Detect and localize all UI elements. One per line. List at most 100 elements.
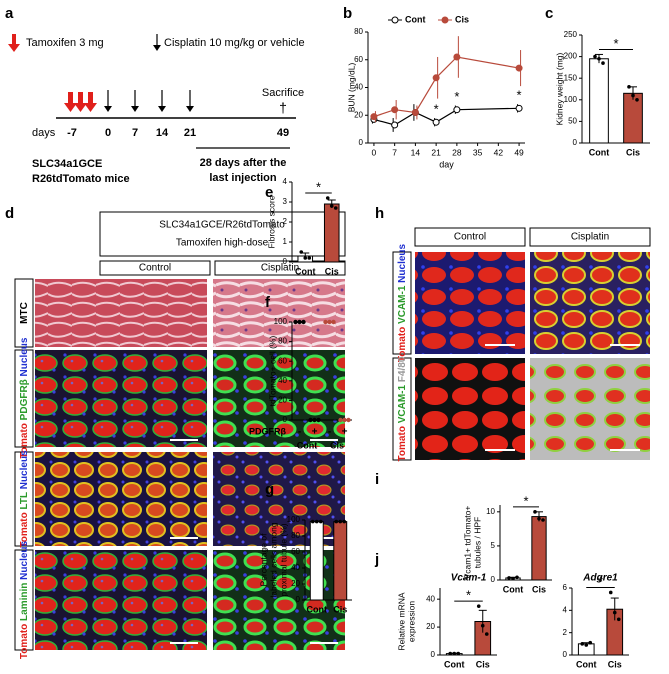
- legend-marker: [441, 16, 449, 24]
- y-tick-label: 0: [296, 595, 301, 604]
- x-tick-label: Cis: [325, 266, 339, 276]
- mouse-line: SLC34a1GCE: [32, 158, 102, 170]
- y-tick-label: 40: [278, 376, 287, 385]
- data-point: [635, 98, 639, 102]
- data-point: [301, 319, 306, 325]
- row-label: Tomato VCAM-1 Nucleus: [397, 243, 408, 362]
- data-point: [338, 519, 343, 524]
- data-point: [312, 417, 317, 423]
- y-tick-label: 80: [278, 337, 287, 346]
- data-point: [307, 256, 312, 260]
- data-point: [327, 319, 332, 325]
- row-label: Tomato Laminin Nucleus: [19, 540, 30, 659]
- marker: [411, 108, 419, 116]
- stain-name: VCAM-1: [397, 285, 408, 324]
- y-axis-label: proximal tubule (%): [278, 523, 288, 596]
- data-point: [616, 617, 621, 622]
- stain-name: LTL: [19, 492, 30, 509]
- marker: [515, 104, 523, 112]
- y-tick-label: 200: [564, 52, 578, 61]
- panel-label: c: [545, 5, 553, 22]
- timeline: [8, 34, 296, 149]
- x-tick-label: +: [342, 427, 348, 438]
- y-tick-label: 40: [291, 563, 300, 572]
- data-point: [515, 575, 519, 580]
- data-point: [338, 417, 343, 423]
- annotation: *: [613, 36, 618, 51]
- column-header: Cisplatin: [261, 263, 299, 274]
- data-point: [346, 417, 351, 423]
- marker: [453, 106, 461, 114]
- y-tick-label: 3: [283, 197, 288, 206]
- panel-label: d: [5, 205, 14, 222]
- y-axis-label: BUN (mg/dL): [346, 63, 356, 113]
- chart-title: Vcam-1: [451, 573, 487, 584]
- group-label: Cis: [330, 440, 344, 450]
- stain-name: MTC: [19, 302, 30, 324]
- data-point: [297, 319, 302, 325]
- data-point: [476, 604, 481, 608]
- column-box: [99, 260, 211, 276]
- x-tick-label: Cont: [307, 604, 328, 614]
- stain-name: Nucleus: [397, 243, 408, 282]
- y-tick-label: 100: [274, 317, 288, 326]
- legend-marker: [391, 16, 399, 24]
- x-tick-label: 0: [372, 147, 377, 157]
- y-axis-label: Fibrosis score: [266, 195, 276, 248]
- y-tick-label: 0: [359, 138, 364, 147]
- data-point: [334, 519, 339, 524]
- data-point: [597, 56, 601, 61]
- column-header: Control: [454, 232, 486, 243]
- stain-name: Tomato: [19, 512, 30, 547]
- data-point: [342, 519, 347, 524]
- marker: [432, 74, 440, 82]
- y-tick-label: 150: [564, 73, 578, 82]
- column-header: Cisplatin: [571, 232, 609, 243]
- annotation: *: [434, 101, 439, 116]
- data-point: [318, 519, 323, 524]
- stain-name: Tomato: [19, 624, 30, 659]
- x-tick-label: Cont: [444, 659, 465, 669]
- y-tick-label: 1: [283, 237, 288, 246]
- column-box: [529, 227, 651, 247]
- data-point: [584, 643, 589, 647]
- stain-name: F4/80: [397, 356, 408, 382]
- y-tick-label: 60: [291, 547, 300, 556]
- day-tick: 21: [184, 127, 196, 139]
- y-tick-label: 10: [486, 507, 495, 516]
- x-tick-label: 21: [431, 147, 441, 157]
- x-tick-label: Cis: [476, 659, 490, 669]
- cross: †: [279, 100, 287, 116]
- y-tick-label: 40: [426, 594, 435, 603]
- data-point: [601, 61, 605, 65]
- marker: [515, 64, 523, 72]
- y-tick-label: 0: [563, 650, 568, 659]
- data-point: [448, 651, 453, 656]
- x-tick-label: +: [312, 427, 318, 438]
- y-tick-label: 250: [564, 30, 578, 39]
- y-tick-label: 100: [287, 515, 301, 524]
- data-point: [588, 640, 593, 645]
- panel-label: i: [375, 471, 379, 488]
- data-point: [593, 54, 597, 59]
- column-box: [214, 260, 346, 276]
- y-tick-label: 5: [491, 541, 496, 550]
- day-tick: 14: [156, 127, 169, 139]
- data-point: [325, 196, 330, 200]
- data-point: [537, 516, 541, 521]
- x-tick-label: 14: [411, 147, 421, 157]
- annotation: *: [517, 88, 522, 103]
- marker: [370, 113, 378, 121]
- data-point: [342, 417, 347, 423]
- data-point: [612, 610, 617, 615]
- x-tick-label: 7: [392, 147, 397, 157]
- data-point: [631, 93, 635, 98]
- y-axis-label: tubules / HPF: [472, 517, 482, 569]
- annotation: *: [316, 179, 321, 194]
- bar: [531, 516, 547, 581]
- x-tick-label: 42: [494, 147, 504, 157]
- cisplatin-label: Cisplatin 10 mg/kg or vehicle: [164, 37, 305, 49]
- data-point: [541, 518, 545, 522]
- data-point: [456, 651, 461, 656]
- group-label: Cont: [297, 440, 318, 450]
